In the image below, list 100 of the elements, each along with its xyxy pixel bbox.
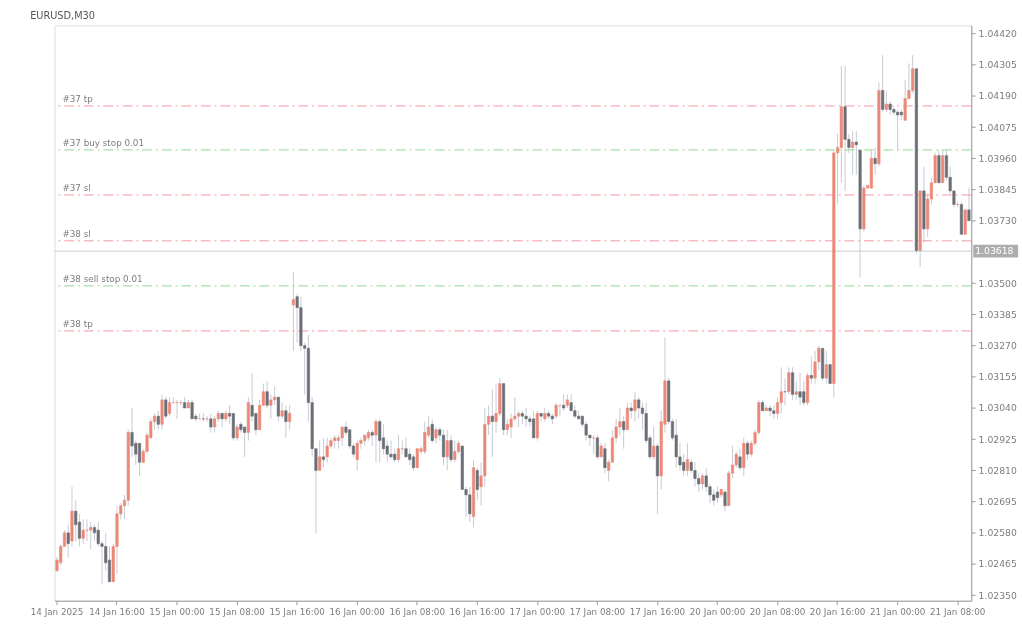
candlestick (164, 396, 168, 420)
candlestick (378, 418, 382, 463)
x-tick-label: 14 Jan 2025 (30, 606, 84, 617)
candlestick (881, 54, 885, 113)
candlestick (813, 350, 817, 385)
candlestick (851, 130, 855, 176)
candlestick (738, 448, 742, 471)
candlestick (674, 418, 678, 469)
candlestick (318, 440, 322, 471)
candlestick (625, 402, 629, 431)
x-tick-label: 16 Jan 16:00 (449, 606, 506, 617)
candlestick (685, 442, 689, 477)
y-tick-label: 1.02350 (978, 589, 1017, 601)
candlestick (468, 486, 472, 523)
y-tick-label: 1.03960 (978, 152, 1017, 164)
candlestick (168, 396, 172, 417)
y-tick-label: 1.02925 (978, 433, 1017, 445)
x-tick-label: 20 Jan 16:00 (809, 606, 866, 617)
candlestick (794, 380, 798, 401)
candlestick (543, 407, 547, 423)
x-tick-label: 21 Jan 00:00 (869, 606, 926, 617)
candlestick (595, 434, 599, 461)
candlestick (809, 355, 813, 385)
candlestick (288, 404, 292, 431)
candlestick (723, 488, 727, 512)
candlestick (355, 440, 359, 471)
y-tick-label: 1.02810 (978, 464, 1017, 476)
x-tick-label: 21 Jan 08:00 (929, 606, 986, 617)
candlestick (291, 271, 295, 352)
candlestick (190, 399, 194, 420)
x-tick-label: 17 Jan 00:00 (509, 606, 566, 617)
candlestick (652, 426, 656, 461)
candlestick (539, 412, 543, 423)
y-tick-label: 1.03500 (978, 277, 1017, 289)
y-tick-label: 1.04305 (978, 59, 1017, 71)
candlestick (633, 391, 637, 423)
candlestick (445, 429, 449, 471)
ref-line-label: #38 sl (62, 228, 91, 239)
ref-line-label: #37 buy stop 0.01 (62, 138, 145, 149)
candlestick (532, 410, 536, 439)
y-tick-label: 1.04190 (978, 90, 1017, 102)
candlestick (573, 404, 577, 420)
candlestick (74, 499, 78, 542)
x-tick-label: 20 Jan 08:00 (749, 606, 806, 617)
ref-line-label: #37 sl (62, 183, 91, 194)
x-tick-label: 16 Jan 08:00 (389, 606, 445, 617)
candlestick (374, 418, 378, 463)
y-tick-label: 1.03040 (978, 402, 1017, 414)
x-tick-label: 15 Jan 00:00 (149, 606, 205, 617)
candlestick (85, 518, 89, 542)
y-tick-label: 1.02465 (978, 558, 1017, 570)
x-tick-label: 15 Jan 08:00 (209, 606, 265, 617)
ref-line-label: #38 tp (62, 319, 94, 330)
candlestick (873, 146, 877, 176)
candlestick (791, 366, 795, 401)
candlestick (381, 423, 385, 455)
candlestick (198, 412, 202, 420)
candlestick (824, 350, 828, 385)
ref-line-label: 1.03618 (975, 245, 1014, 257)
x-tick-label: 20 Jan 00:00 (689, 606, 746, 617)
candlestick (888, 100, 892, 116)
y-tick-label: 1.02580 (978, 527, 1017, 539)
y-tick-label: 1.03730 (978, 215, 1017, 227)
candlestick (389, 440, 393, 461)
candlestick (209, 412, 213, 433)
candlestick (693, 461, 697, 488)
y-tick-label: 1.04075 (978, 121, 1017, 133)
y-tick-label: 1.02695 (978, 496, 1017, 508)
candlestick (442, 429, 446, 466)
candlestick (284, 404, 288, 439)
candlestick (903, 79, 907, 121)
candlestick (884, 89, 888, 113)
x-tick-label: 14 Jan 16:00 (89, 606, 145, 617)
candlestick (524, 407, 528, 428)
y-tick-label: 1.04420 (978, 27, 1017, 39)
candlestick (280, 402, 284, 420)
candlestick (967, 187, 971, 222)
y-tick-label: 1.03270 (978, 340, 1017, 352)
y-tick-label: 1.03845 (978, 183, 1017, 195)
candlestick (490, 388, 494, 458)
y-tick-label: 1.03155 (978, 371, 1017, 383)
candlestick (205, 415, 209, 423)
candlestick (243, 426, 247, 458)
x-tick-label: 16 Jan 00:00 (329, 606, 385, 617)
candlestick (798, 372, 802, 406)
ref-line-label: #38 sell stop 0.01 (62, 273, 143, 284)
candlestick (768, 404, 772, 417)
candlestick (430, 418, 434, 444)
x-tick-label: 17 Jan 16:00 (629, 606, 686, 617)
candlestick (220, 412, 224, 428)
x-tick-label: 15 Jan 16:00 (269, 606, 325, 617)
ref-line-label: #37 tp (62, 94, 94, 105)
candlestick (81, 518, 85, 545)
candlestick (340, 426, 344, 447)
candlestick (276, 396, 280, 423)
candlestick (592, 434, 596, 455)
candlestick (77, 513, 81, 547)
x-tick-label: 17 Jan 08:00 (569, 606, 626, 617)
y-tick-label: 1.03385 (978, 308, 1017, 320)
candlestick (828, 364, 832, 384)
